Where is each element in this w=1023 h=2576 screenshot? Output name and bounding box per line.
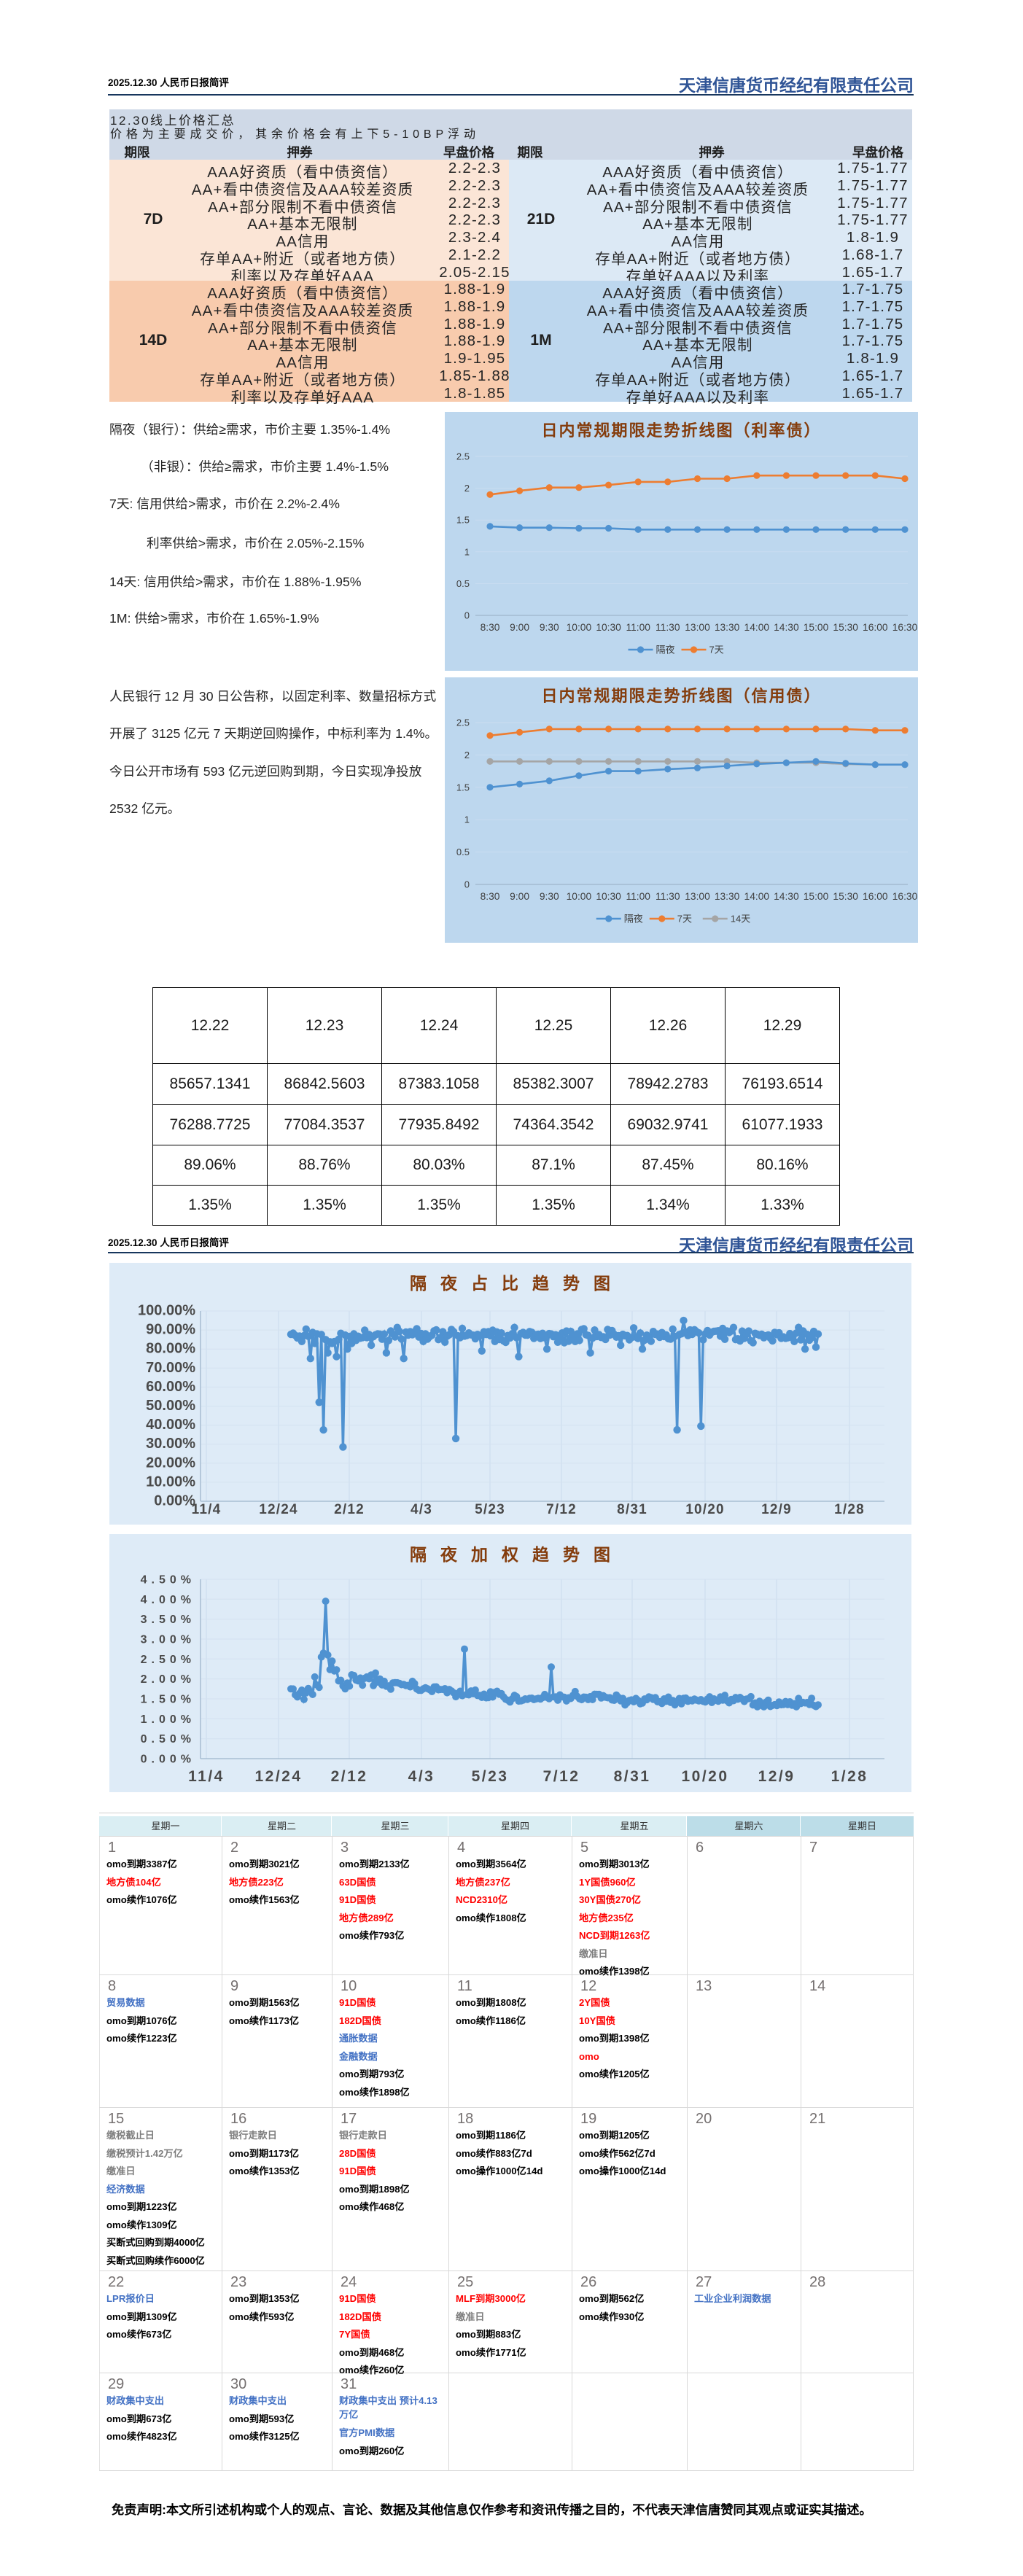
svg-text:9:00: 9:00 bbox=[510, 891, 529, 902]
svg-text:8/31: 8/31 bbox=[617, 1502, 647, 1517]
svg-text:10.00%: 10.00% bbox=[146, 1474, 195, 1490]
svg-text:5/23: 5/23 bbox=[475, 1502, 505, 1517]
svg-text:隔夜: 隔夜 bbox=[624, 914, 643, 925]
svg-text:3.00%: 3.00% bbox=[141, 1634, 195, 1646]
svg-text:10:30: 10:30 bbox=[596, 891, 621, 902]
svg-text:16:00: 16:00 bbox=[863, 622, 888, 633]
svg-text:14:30: 14:30 bbox=[774, 891, 799, 902]
svg-text:8:30: 8:30 bbox=[481, 891, 500, 902]
svg-text:15:00: 15:00 bbox=[804, 891, 829, 902]
svg-text:40.00%: 40.00% bbox=[146, 1417, 195, 1433]
svg-text:1/28: 1/28 bbox=[834, 1502, 865, 1517]
svg-text:2.50%: 2.50% bbox=[141, 1654, 195, 1666]
svg-text:12/24: 12/24 bbox=[259, 1502, 298, 1517]
svg-text:14:00: 14:00 bbox=[744, 891, 770, 902]
svg-text:13:00: 13:00 bbox=[685, 622, 710, 633]
svg-text:13:30: 13:30 bbox=[715, 891, 740, 902]
svg-text:20.00%: 20.00% bbox=[146, 1455, 195, 1471]
svg-text:50.00%: 50.00% bbox=[146, 1398, 195, 1414]
svg-text:4.50%: 4.50% bbox=[141, 1574, 195, 1587]
svg-text:0.00%: 0.00% bbox=[141, 1754, 195, 1766]
svg-text:11:30: 11:30 bbox=[656, 622, 680, 633]
svg-text:0.50%: 0.50% bbox=[141, 1733, 195, 1746]
svg-text:9:00: 9:00 bbox=[510, 622, 529, 633]
svg-text:12/9: 12/9 bbox=[761, 1502, 792, 1517]
svg-text:14:30: 14:30 bbox=[774, 622, 799, 633]
svg-text:13:30: 13:30 bbox=[715, 622, 740, 633]
svg-text:2.5: 2.5 bbox=[456, 717, 470, 728]
svg-text:1/28: 1/28 bbox=[831, 1768, 868, 1785]
svg-text:11:00: 11:00 bbox=[626, 622, 650, 633]
svg-text:11:30: 11:30 bbox=[656, 891, 680, 902]
svg-text:3.50%: 3.50% bbox=[141, 1614, 195, 1626]
svg-text:日内常规期限走势折线图（利率债）: 日内常规期限走势折线图（利率债） bbox=[541, 421, 821, 440]
svg-text:14天: 14天 bbox=[731, 914, 750, 925]
svg-text:60.00%: 60.00% bbox=[146, 1379, 195, 1395]
svg-text:0: 0 bbox=[464, 610, 470, 621]
svg-text:1.50%: 1.50% bbox=[141, 1694, 195, 1706]
svg-text:15:00: 15:00 bbox=[804, 622, 829, 633]
svg-text:70.00%: 70.00% bbox=[146, 1360, 195, 1376]
svg-text:1.00%: 1.00% bbox=[141, 1713, 195, 1726]
svg-text:0.00%: 0.00% bbox=[154, 1493, 195, 1509]
svg-text:7天: 7天 bbox=[709, 645, 724, 655]
svg-text:2.00%: 2.00% bbox=[141, 1673, 195, 1686]
svg-text:16:30: 16:30 bbox=[892, 622, 918, 633]
svg-text:90.00%: 90.00% bbox=[146, 1322, 195, 1338]
svg-text:0.5: 0.5 bbox=[456, 847, 470, 857]
svg-text:10/20: 10/20 bbox=[681, 1768, 728, 1785]
svg-text:12/24: 12/24 bbox=[254, 1768, 302, 1785]
svg-text:4/3: 4/3 bbox=[411, 1502, 432, 1517]
svg-text:日内常规期限走势折线图（信用债）: 日内常规期限走势折线图（信用债） bbox=[541, 687, 821, 705]
svg-text:12/9: 12/9 bbox=[758, 1768, 796, 1785]
svg-text:10:00: 10:00 bbox=[567, 622, 592, 633]
svg-text:30.00%: 30.00% bbox=[146, 1436, 195, 1452]
svg-text:隔夜加权趋势图: 隔夜加权趋势图 bbox=[410, 1545, 624, 1564]
svg-text:14:00: 14:00 bbox=[744, 622, 770, 633]
svg-text:11/4: 11/4 bbox=[192, 1502, 222, 1517]
svg-text:5/23: 5/23 bbox=[472, 1768, 509, 1785]
svg-text:10/20: 10/20 bbox=[685, 1502, 725, 1517]
svg-text:8/31: 8/31 bbox=[614, 1768, 651, 1785]
svg-text:1: 1 bbox=[464, 546, 470, 557]
svg-text:0: 0 bbox=[464, 879, 470, 890]
svg-text:13:00: 13:00 bbox=[685, 891, 710, 902]
svg-text:4.00%: 4.00% bbox=[141, 1594, 195, 1606]
svg-text:80.00%: 80.00% bbox=[146, 1341, 195, 1357]
svg-text:10:30: 10:30 bbox=[596, 622, 621, 633]
svg-text:100.00%: 100.00% bbox=[138, 1303, 195, 1319]
svg-text:9:30: 9:30 bbox=[540, 622, 559, 633]
svg-text:16:00: 16:00 bbox=[863, 891, 888, 902]
svg-text:11/4: 11/4 bbox=[188, 1768, 225, 1785]
svg-text:0.5: 0.5 bbox=[456, 578, 470, 589]
svg-text:16:30: 16:30 bbox=[892, 891, 918, 902]
svg-text:2/12: 2/12 bbox=[334, 1502, 365, 1517]
svg-text:4/3: 4/3 bbox=[408, 1768, 435, 1785]
svg-text:隔夜: 隔夜 bbox=[656, 645, 675, 655]
svg-text:15:30: 15:30 bbox=[833, 891, 858, 902]
svg-text:2: 2 bbox=[464, 483, 470, 494]
svg-text:1.5: 1.5 bbox=[456, 515, 470, 526]
svg-text:隔夜占比趋势图: 隔夜占比趋势图 bbox=[410, 1274, 624, 1293]
svg-text:15:30: 15:30 bbox=[833, 622, 858, 633]
svg-text:1.5: 1.5 bbox=[456, 782, 470, 793]
svg-text:7天: 7天 bbox=[677, 914, 692, 925]
svg-text:7/12: 7/12 bbox=[543, 1768, 580, 1785]
svg-text:8:30: 8:30 bbox=[481, 622, 500, 633]
svg-text:9:30: 9:30 bbox=[540, 891, 559, 902]
svg-text:1: 1 bbox=[464, 814, 470, 825]
svg-text:11:00: 11:00 bbox=[626, 891, 650, 902]
svg-text:7/12: 7/12 bbox=[546, 1502, 577, 1517]
svg-text:2.5: 2.5 bbox=[456, 451, 470, 462]
svg-text:2/12: 2/12 bbox=[331, 1768, 368, 1785]
svg-text:10:00: 10:00 bbox=[567, 891, 592, 902]
svg-text:2: 2 bbox=[464, 750, 470, 760]
